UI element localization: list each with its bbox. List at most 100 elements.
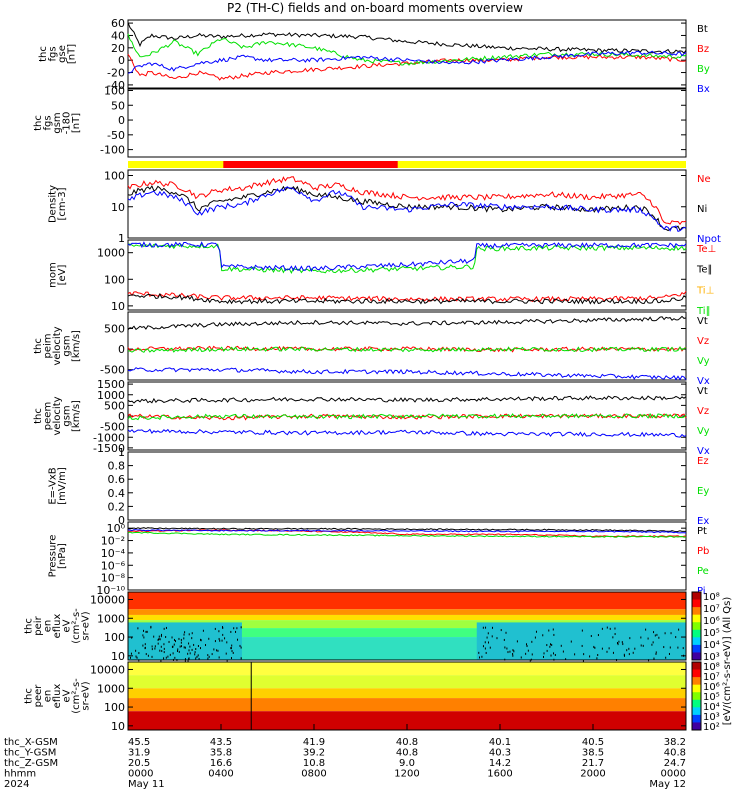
legend-entry-Vy: Vy bbox=[697, 426, 710, 437]
y-axis-label: en bbox=[43, 620, 54, 633]
peir-noise-pixel bbox=[506, 647, 508, 650]
y-axis-label: sr-eV) bbox=[81, 681, 92, 710]
peir-noise-pixel bbox=[678, 628, 680, 631]
y-tick-label: 1000 bbox=[97, 389, 125, 402]
peir-noise-pixel bbox=[621, 641, 623, 644]
peir_en-band bbox=[128, 614, 686, 621]
peir-noise-pixel bbox=[656, 633, 658, 636]
peir-noise-pixel bbox=[628, 653, 630, 656]
x-tick-label: 1600 bbox=[487, 769, 512, 780]
series-line-Bx bbox=[127, 50, 687, 74]
peir-noise-pixel bbox=[237, 638, 239, 641]
peir-noise-pixel bbox=[187, 659, 189, 662]
y-tick-label: 0.6 bbox=[108, 473, 126, 486]
peir-noise-pixel bbox=[526, 643, 528, 646]
peir-noise-pixel bbox=[231, 644, 233, 647]
colorbar-tick-label: 10⁴ bbox=[703, 702, 720, 713]
colorbar-segment bbox=[692, 599, 701, 608]
colorbar-segment bbox=[692, 699, 701, 708]
peir-noise-pixel bbox=[546, 649, 548, 652]
x-tick-label: 43.5 bbox=[210, 737, 232, 748]
peir-noise-pixel bbox=[526, 645, 528, 648]
peir-noise-pixel bbox=[143, 629, 145, 632]
peir-noise-pixel bbox=[593, 645, 595, 648]
y-tick-label: 10 bbox=[111, 201, 125, 214]
colorbar-segment bbox=[692, 692, 701, 701]
legend-entry-Te⊥: Te⊥ bbox=[696, 244, 716, 255]
x-tick-label: 40.8 bbox=[396, 748, 418, 759]
y-tick-label: 100 bbox=[104, 631, 125, 644]
x-tick-label: 21.7 bbox=[582, 758, 604, 769]
peir-noise-pixel bbox=[160, 645, 162, 648]
peir-noise-pixel bbox=[628, 647, 630, 650]
y-tick-label: 1 bbox=[118, 446, 125, 459]
y-tick-label: 10⁰ bbox=[107, 522, 126, 535]
y-tick-label: 10000 bbox=[90, 593, 125, 606]
peir-noise-pixel bbox=[208, 637, 210, 640]
x-row-label: 2024 bbox=[4, 779, 29, 790]
y-tick-label: 10 bbox=[111, 300, 125, 313]
legend-entry-Bz: Bz bbox=[697, 44, 709, 55]
y-axis-label: peim bbox=[43, 333, 54, 358]
series-line-Vt bbox=[127, 395, 687, 404]
y-axis-label: [nT] bbox=[71, 113, 82, 133]
peir-noise-pixel bbox=[479, 656, 481, 659]
peir-noise-pixel bbox=[616, 642, 618, 645]
y-tick-label: 0.4 bbox=[108, 487, 126, 500]
colorbar-tick-label: 10³ bbox=[703, 652, 720, 663]
peir-noise-pixel bbox=[634, 647, 636, 650]
colorbar-segment bbox=[692, 614, 701, 623]
y-tick-label: 10⁻² bbox=[101, 535, 125, 548]
series-line-Vx bbox=[127, 428, 687, 438]
peir-noise-pixel bbox=[214, 640, 216, 643]
y-axis-label: [mV/m] bbox=[57, 467, 68, 505]
peir-noise-pixel bbox=[194, 651, 196, 654]
peir-noise-pixel bbox=[154, 647, 156, 650]
peir-noise-pixel bbox=[137, 627, 139, 630]
peir_en-band bbox=[128, 620, 686, 629]
series-line-Vt bbox=[127, 315, 687, 331]
series-line-Pt bbox=[127, 527, 686, 533]
series-line-Ti∥ bbox=[127, 242, 687, 275]
peir-noise-pixel bbox=[180, 645, 182, 648]
peir-noise-pixel bbox=[144, 646, 146, 649]
peir-noise-pixel bbox=[581, 629, 583, 632]
peir-noise-pixel bbox=[199, 647, 201, 650]
peir-noise-pixel bbox=[226, 641, 228, 644]
colorbar-tick-label: 10⁷ bbox=[703, 672, 720, 683]
peir-noise-pixel bbox=[669, 646, 671, 649]
peir-noise-pixel bbox=[169, 653, 171, 656]
peir-noise-pixel bbox=[159, 638, 161, 641]
peir-noise-pixel bbox=[626, 649, 628, 652]
peir-noise-pixel bbox=[163, 651, 165, 654]
peir-noise-pixel bbox=[216, 649, 218, 652]
peir-noise-pixel bbox=[675, 636, 677, 639]
peir-noise-pixel bbox=[144, 643, 146, 646]
series-line-Vz bbox=[127, 412, 687, 421]
peir-cold-block bbox=[128, 622, 242, 660]
peir-noise-pixel bbox=[653, 631, 655, 634]
peir-noise-pixel bbox=[146, 630, 148, 633]
peir-noise-pixel bbox=[143, 636, 145, 639]
colorbar-tick-label: 10⁴ bbox=[703, 640, 720, 651]
peir-noise-pixel bbox=[542, 634, 544, 637]
x-row-label: thc_Z-GSM bbox=[4, 758, 58, 769]
peir-noise-pixel bbox=[550, 643, 552, 646]
peir-noise-pixel bbox=[211, 653, 213, 656]
peir-noise-pixel bbox=[482, 645, 484, 648]
pressure-frame bbox=[127, 521, 687, 591]
peir-noise-pixel bbox=[161, 633, 163, 636]
y-tick-label: 1000 bbox=[97, 682, 125, 695]
peir-noise-pixel bbox=[677, 646, 679, 649]
colorbar-segment bbox=[692, 629, 701, 638]
peir-noise-pixel bbox=[184, 646, 186, 649]
legend-entry-Ex: Ex bbox=[697, 516, 709, 527]
peir-noise-pixel bbox=[640, 644, 642, 647]
series-line-Bt bbox=[127, 22, 687, 54]
peir-noise-pixel bbox=[214, 627, 216, 630]
legend-entry-Ti∥: Ti∥ bbox=[696, 306, 711, 317]
series-line-Pe bbox=[127, 531, 687, 538]
x-tick-label: 14.2 bbox=[489, 758, 511, 769]
peir-noise-pixel bbox=[174, 656, 176, 659]
peir-noise-pixel bbox=[632, 651, 634, 654]
